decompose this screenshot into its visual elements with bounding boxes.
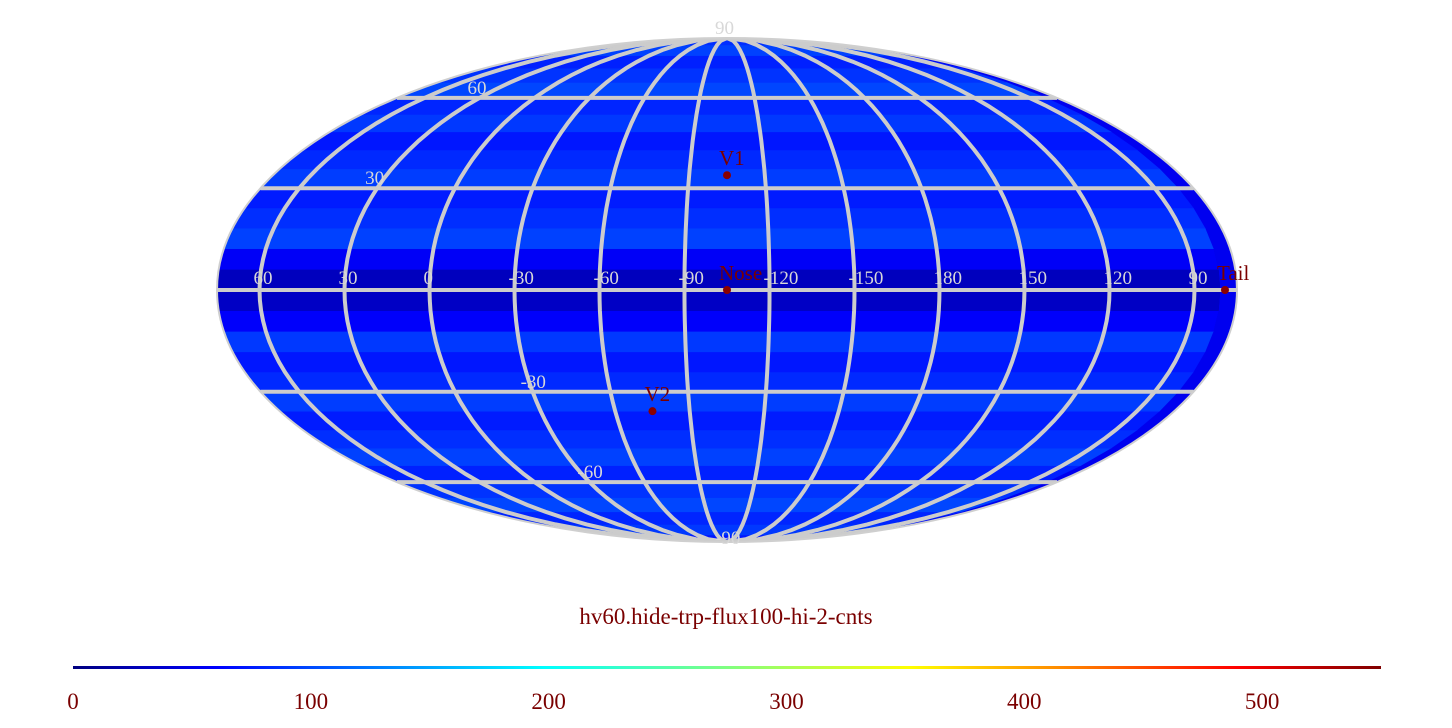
longitude-label: 0 xyxy=(424,268,434,289)
longitude-label: 90 xyxy=(1189,268,1208,289)
longitude-label: 150 xyxy=(1019,268,1048,289)
heatmap-cell xyxy=(232,351,1206,373)
heatmap-cell xyxy=(278,410,1161,431)
heatmap-cell xyxy=(259,168,1179,189)
longitude-label: 60 xyxy=(254,268,273,289)
heatmap-cell xyxy=(217,289,1221,312)
marker-label: Tail xyxy=(1217,261,1250,285)
heatmap-cell xyxy=(232,207,1206,229)
longitude-label: -120 xyxy=(764,268,799,289)
latitude-label: -60 xyxy=(577,462,602,483)
marker-label: V2 xyxy=(644,382,670,406)
longitude-label: 180 xyxy=(934,268,963,289)
heatmap-cell xyxy=(218,310,1219,332)
marker-label: Nose xyxy=(719,261,762,285)
colorbar-tick-label: 300 xyxy=(769,689,804,714)
colorbar-ticks: 0 100 200 300 400 500 xyxy=(67,689,1279,714)
colorbar-tick-label: 100 xyxy=(294,689,329,714)
marker-label: V1 xyxy=(719,146,745,170)
colorbar-strip xyxy=(73,666,1381,669)
latitude-label: 30 xyxy=(365,168,384,189)
heatmap-cell xyxy=(259,391,1179,412)
colorbar-tick-label: 0 xyxy=(67,689,79,714)
heatmap-cell xyxy=(223,227,1214,249)
latitude-label: -30 xyxy=(521,372,546,393)
longitude-label: -90 xyxy=(679,268,704,289)
latitude-label: -90 xyxy=(715,528,740,549)
colorbar-tick-label: 400 xyxy=(1007,689,1042,714)
marker-dot xyxy=(723,171,731,180)
chart-title: hv60.hide-trp-flux100-hi-2-cnts xyxy=(579,604,873,629)
marker-dot xyxy=(648,407,657,416)
longitude-label: -150 xyxy=(849,268,884,289)
heatmap-cell xyxy=(223,330,1214,353)
longitude-label: 30 xyxy=(339,268,358,289)
colorbar-tick-label: 200 xyxy=(531,689,566,714)
latitude-label: 90 xyxy=(715,18,734,39)
marker-dot xyxy=(1221,286,1229,294)
colorbar: 0 100 200 300 400 500 xyxy=(67,666,1381,714)
colorbar-tick-label: 500 xyxy=(1245,689,1280,714)
longitude-label: -30 xyxy=(509,268,534,289)
heatmap-cell xyxy=(244,371,1194,393)
longitude-label: -60 xyxy=(594,268,619,289)
latitude-label: 60 xyxy=(467,78,486,99)
longitude-label: 120 xyxy=(1104,268,1133,289)
heatmap-cell xyxy=(244,187,1194,209)
marker-dot xyxy=(723,286,731,294)
